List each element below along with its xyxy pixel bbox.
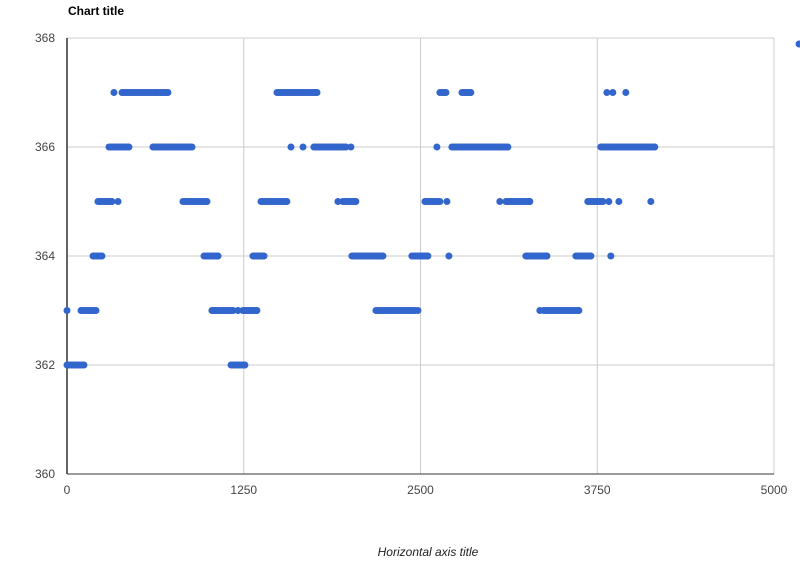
y-axis-ticks: 360 362 364 366 368 [35,31,55,481]
data-point [352,198,360,205]
data-point [442,89,450,96]
data-point [253,307,261,314]
data-point [241,361,249,369]
data-point [98,252,106,260]
data-point [615,198,623,205]
x-tick-label: 1250 [230,483,257,497]
data-point [347,143,355,151]
data-point [283,198,291,205]
x-tick-label: 0 [64,483,71,497]
data-point [164,89,172,96]
data-point [622,89,630,96]
data-point [63,307,71,314]
data-point [609,89,617,96]
data-point [607,252,615,260]
data-point [342,143,350,151]
data-point [433,143,441,151]
x-axis-title: Horizontal axis title [378,545,479,559]
data-point [603,89,611,96]
data-point [587,252,595,260]
data-point [647,198,655,205]
data-point [526,198,534,205]
y-tick-label: 362 [35,358,55,372]
data-point [125,143,133,151]
data-point [443,198,451,205]
data-point [334,198,342,205]
data-point [92,307,100,314]
data-point [260,252,268,260]
data-point [575,307,583,314]
data-point [110,89,118,96]
data-point [436,198,444,205]
data-point [467,89,475,96]
legend-marker [795,40,800,48]
data-point [504,143,512,151]
x-tick-label: 3750 [584,483,611,497]
data-point [234,307,242,314]
data-point [203,198,211,205]
data-point [299,143,307,151]
data-point [379,252,387,260]
x-tick-label: 2500 [407,483,434,497]
data-point [287,143,295,151]
data-point [651,143,659,151]
data-point [414,307,422,314]
data-point [313,89,321,96]
y-tick-label: 368 [35,31,55,45]
y-tick-label: 366 [35,140,55,154]
data-point [114,198,122,205]
data-point [496,198,504,205]
data-point [214,252,222,260]
data-point [599,198,607,205]
x-axis-ticks: 0 1250 2500 3750 5000 [64,483,788,497]
data-point [108,198,116,205]
y-tick-label: 364 [35,249,55,263]
data-point [543,252,551,260]
data-point [424,252,432,260]
data-point [80,361,88,369]
data-point [188,143,196,151]
y-tick-label: 360 [35,467,55,481]
data-point [445,252,453,260]
data-points [63,89,659,369]
data-point [605,198,613,205]
x-tick-label: 5000 [761,483,788,497]
data-point [229,307,237,314]
chart-title: Chart title [68,4,124,18]
